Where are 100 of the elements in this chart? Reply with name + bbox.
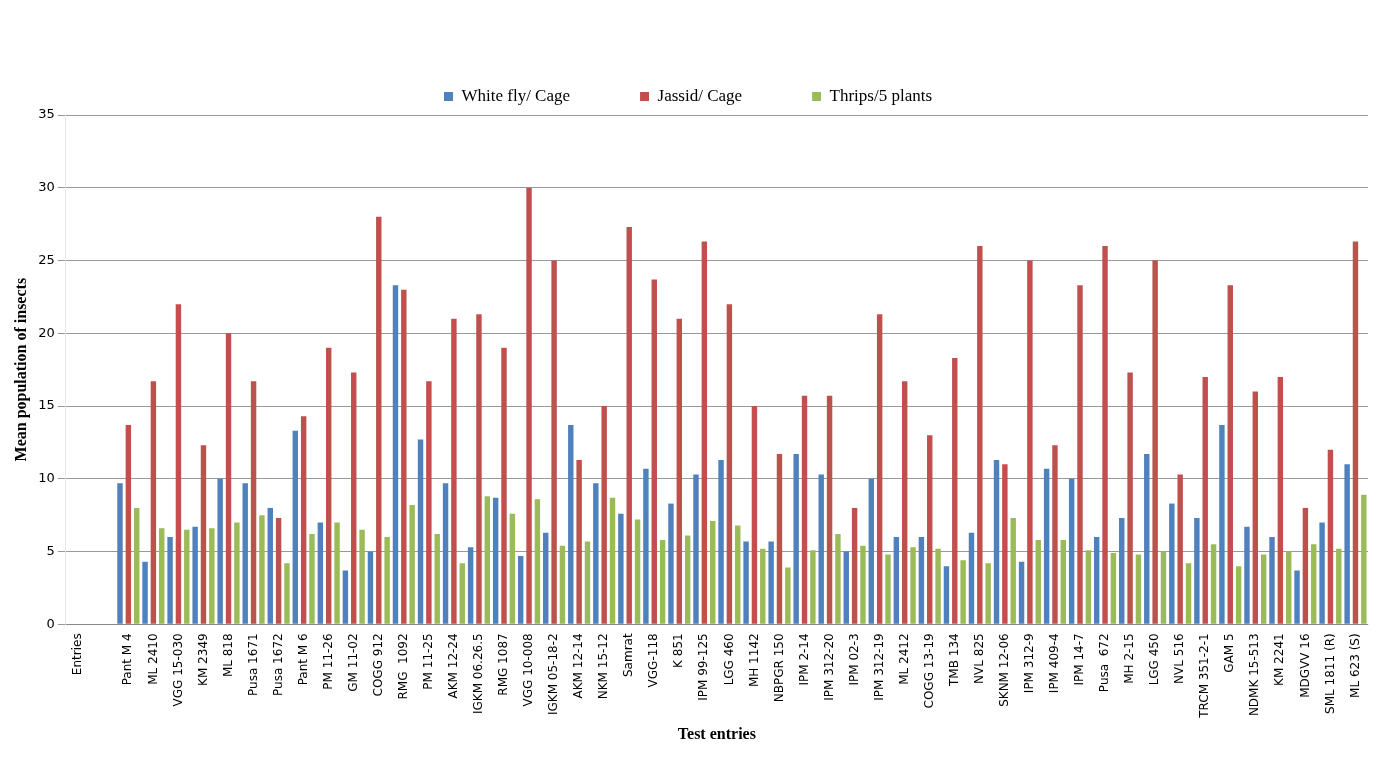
bar: [1169, 503, 1175, 624]
x-tick-label: ML 2410: [145, 633, 160, 685]
x-tick-label: Samrat: [621, 633, 636, 678]
bar: [559, 545, 566, 624]
bar: [342, 570, 349, 624]
x-tick-label: K 851: [671, 633, 686, 668]
bar: [543, 532, 549, 624]
bar: [801, 395, 808, 624]
bar: [885, 554, 891, 624]
bar: [835, 534, 841, 624]
bar: [401, 289, 407, 624]
bar: [1102, 245, 1108, 624]
bar: [927, 435, 933, 624]
bar: [125, 424, 132, 624]
x-axis-title: Test entries: [677, 724, 756, 742]
bar: [184, 529, 190, 624]
bar: [1068, 478, 1075, 624]
bar: [1361, 494, 1367, 624]
bar: [968, 532, 975, 624]
bar: [1185, 563, 1192, 624]
bar: [584, 541, 591, 624]
bar: [659, 539, 666, 624]
bar: [150, 381, 157, 624]
bar: [384, 537, 390, 624]
bar: [1219, 424, 1225, 624]
bar: [1235, 566, 1242, 624]
bar: [217, 478, 223, 624]
x-tick-label: Entries: [70, 633, 85, 676]
legend-label: Jassid/ Cage: [657, 85, 743, 105]
bar: [709, 521, 716, 624]
bar: [142, 561, 148, 624]
bar: [818, 474, 824, 624]
x-tick-label: NKM 15-12: [596, 633, 611, 700]
bar: [1010, 518, 1016, 624]
bar: [668, 503, 674, 624]
bar: [1252, 391, 1259, 624]
bar: [225, 333, 232, 624]
x-tick-label: IPM 99-125: [696, 633, 711, 701]
x-tick-label: IGKM 06.26.5: [471, 633, 486, 715]
y-tick-label: 25: [38, 251, 55, 267]
bar: [743, 541, 749, 624]
bar: [292, 430, 299, 624]
bar: [993, 459, 1000, 624]
bar: [1194, 518, 1200, 624]
x-tick-label: SKNM 12-06: [997, 633, 1011, 707]
x-tick-label: IPM 409-4: [1047, 633, 1062, 694]
x-tick-label: VGG 10-008: [521, 633, 536, 707]
bar: [810, 550, 816, 624]
bar: [267, 507, 273, 624]
x-tick-label: IPM 312-20: [821, 633, 836, 701]
bar: [1277, 376, 1284, 624]
bar: [1336, 548, 1342, 624]
y-tick-label: 30: [38, 179, 55, 195]
bar: [476, 314, 482, 624]
x-tick-label: IPM 312-19: [871, 633, 886, 701]
x-tick-label: MH 2-15: [1122, 633, 1137, 684]
bar: [568, 424, 574, 624]
bar: [1352, 241, 1359, 624]
bar: [175, 304, 182, 624]
bar: [284, 563, 290, 624]
x-tick-label: GM 11-02: [345, 633, 360, 692]
bar: [1035, 539, 1041, 624]
bar: [651, 279, 657, 624]
bar: [409, 505, 415, 624]
bar: [300, 416, 307, 624]
x-tick-label: PM 11-25: [421, 633, 435, 690]
x-tick-label: MDGVV 16: [1297, 633, 1312, 698]
bar: [1144, 454, 1150, 624]
bar: [701, 241, 708, 624]
bar: [434, 534, 440, 624]
bar: [426, 381, 432, 624]
bar: [576, 459, 582, 624]
x-tick-label: KM 2241: [1272, 633, 1287, 686]
bar: [1311, 544, 1317, 624]
legend-label: Thrips/5 plants: [829, 85, 933, 105]
x-tick-label: Pusa 1672: [270, 633, 285, 696]
bar: [334, 522, 340, 624]
bar: [785, 567, 791, 624]
bar: [693, 474, 699, 624]
bar: [492, 497, 499, 624]
bar: [768, 541, 774, 624]
x-tick-label: AKM 12-14: [571, 633, 586, 699]
bar: [1027, 260, 1033, 624]
bar: [634, 519, 641, 624]
bar: [325, 347, 332, 624]
bar: [250, 381, 257, 624]
bar: [910, 547, 916, 624]
bar: [209, 528, 215, 624]
bar: [1127, 372, 1133, 624]
bar: [551, 260, 557, 624]
bar: [1327, 449, 1334, 624]
bar: [526, 187, 532, 624]
bar: [860, 545, 866, 624]
bar: [1152, 260, 1158, 624]
bar: [1244, 526, 1250, 624]
bar: [918, 537, 925, 624]
x-tick-label: TMB 134: [946, 633, 961, 687]
x-tick-label: SML 1811 (R): [1322, 633, 1337, 714]
bar: [1060, 539, 1067, 624]
bar: [776, 454, 783, 624]
